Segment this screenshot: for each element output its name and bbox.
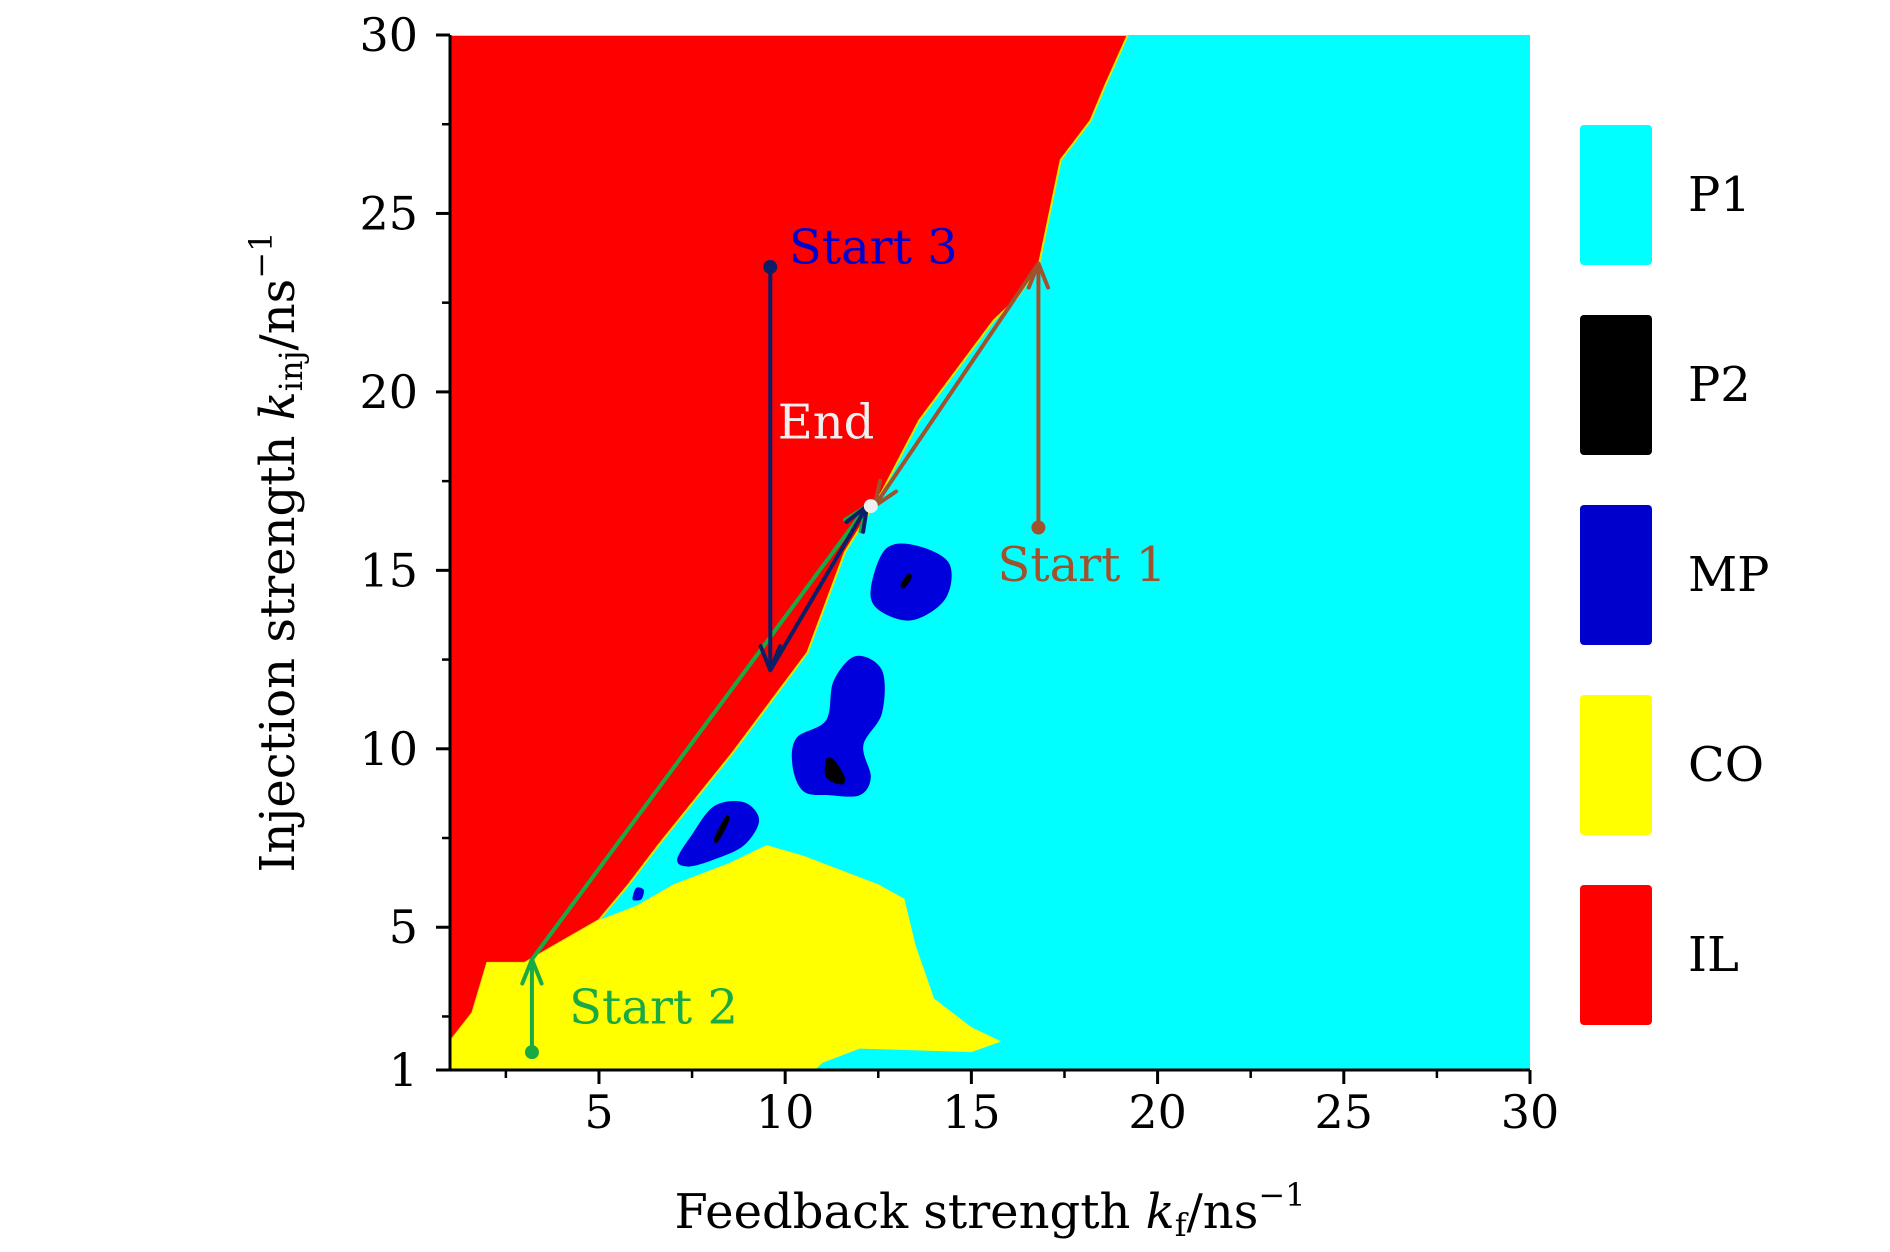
x-tick-label: 25 [1315, 1085, 1374, 1139]
y-tick-label: 10 [359, 722, 418, 776]
x-tick-label: 30 [1501, 1085, 1560, 1139]
legend-swatch-mp [1580, 505, 1652, 645]
x-axis-title: Feedback strength kf/ns−1 [675, 1176, 1306, 1244]
y-axis-title-sub: inj [272, 350, 310, 391]
region-il-0 [450, 35, 1129, 1044]
start-3-path-segment-1 [768, 505, 869, 672]
y-axis-title: Injection strength kinj/ns−1 [242, 232, 310, 873]
annotation-start-3: Start 3 [789, 219, 958, 275]
legend-label-p2: P2 [1688, 357, 1751, 413]
legend: P1 P2 MP CO IL [1580, 125, 1769, 1025]
annotation-start-1: Start 1 [997, 537, 1166, 593]
region-mp-3 [791, 655, 885, 797]
x-tick-label: 5 [584, 1085, 613, 1139]
start-1-path-segment-1 [872, 262, 1041, 508]
y-axis-title-unit: /ns [250, 279, 306, 351]
region-p2-8 [900, 573, 912, 589]
x-axis-title-sub: f [1175, 1206, 1189, 1244]
x-tick-label: 20 [1128, 1085, 1187, 1139]
x-axis-title-prefix: Feedback strength [675, 1184, 1146, 1240]
annotation-start-2: Start 2 [569, 980, 738, 1036]
legend-swatch-il [1580, 885, 1652, 1025]
region-p2-7 [714, 815, 730, 843]
annotation-end: End [778, 394, 875, 450]
start-1-start-point [1031, 520, 1046, 535]
y-axis-title-prefix: Injection strength [250, 420, 306, 872]
legend-label-co: CO [1688, 737, 1764, 793]
end-point-marker [863, 499, 878, 514]
start-3-arrowhead-0 [758, 644, 782, 673]
plot-area: Start 1 Start 2 Start 3 End [450, 35, 1530, 1070]
x-tick-label: 15 [942, 1085, 1001, 1139]
region-co-1 [450, 845, 1002, 1070]
legend-swatch-p2 [1580, 315, 1652, 455]
x-axis-title-var: k [1146, 1184, 1175, 1240]
region-mp-2 [870, 543, 952, 621]
start-2-path-segment-1 [530, 504, 869, 961]
region-p2-6 [824, 757, 846, 785]
legend-swatch-co [1580, 695, 1652, 835]
y-tick-label: 25 [359, 186, 418, 240]
legend-swatch-p1 [1580, 125, 1652, 265]
legend-label-mp: MP [1688, 547, 1769, 603]
y-tick-label: 5 [389, 900, 418, 954]
start-2-start-point [524, 1045, 539, 1060]
x-axis-title-sup: −1 [1258, 1176, 1305, 1214]
y-axis-title-var: k [250, 391, 306, 420]
regions-layer [450, 35, 1129, 1070]
legend-label-il: IL [1688, 927, 1739, 983]
x-axis-title-unit: /ns [1187, 1184, 1259, 1240]
y-tick-label: 1 [389, 1043, 418, 1097]
y-axis-title-sup: −1 [242, 232, 280, 279]
x-tick-label: 10 [756, 1085, 815, 1139]
annotations-layer: Start 1 Start 2 Start 3 End [569, 219, 1166, 1035]
y-tick-label: 15 [359, 543, 418, 597]
y-tick-label: 20 [359, 365, 418, 419]
legend-label-p1: P1 [1688, 167, 1751, 223]
paths-layer [520, 259, 1051, 1060]
y-tick-label: 30 [359, 8, 418, 62]
axes-layer [448, 35, 1530, 1072]
start-3-start-point [763, 259, 778, 274]
region-mp-5 [632, 887, 644, 901]
